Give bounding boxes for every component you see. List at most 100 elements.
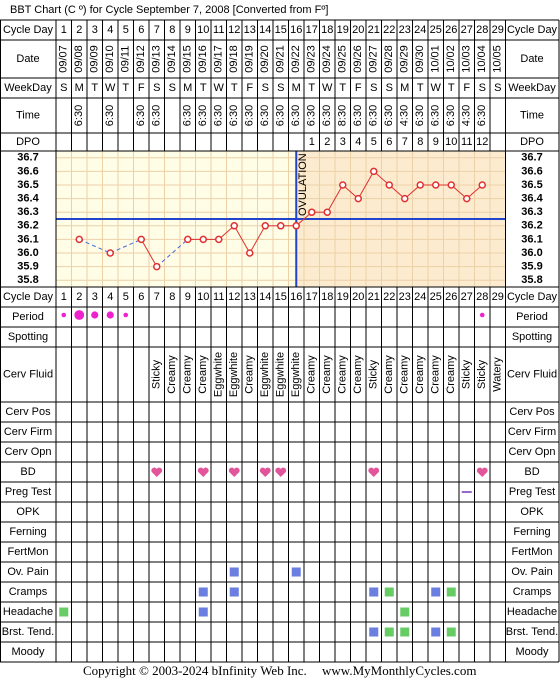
cerv_fluid-text: Creamy (197, 355, 209, 394)
dpo-text: 11 (461, 136, 472, 148)
date-text: 09/25 (337, 45, 349, 73)
temp-point (75, 235, 83, 244)
cycle_day-text: 29 (492, 24, 504, 36)
cycle_day-text: 17 (306, 24, 318, 36)
bd-heart (228, 467, 240, 477)
y-tick-label-right: 36.5 (521, 179, 542, 191)
cycle_day-text: 29 (492, 291, 504, 303)
row-label-right: Ferning (513, 526, 550, 538)
temp-point (246, 249, 254, 257)
cycle_day-text: 13 (244, 24, 256, 36)
weekday-text: T (200, 82, 207, 94)
y-tick-label: 36.2 (17, 220, 38, 232)
date-text: 09/15 (182, 45, 194, 73)
cerv_fluid-text: Sticky (461, 359, 473, 389)
cycle_day-text: 20 (352, 24, 364, 36)
time-text: 6:30 (104, 105, 116, 126)
dpo-text: 3 (340, 136, 346, 148)
temp-point (184, 235, 192, 244)
temp-point (153, 262, 161, 271)
cycle_day-text: 23 (399, 24, 411, 36)
headache-mark (198, 607, 208, 617)
row-label-right: Brst. Tend. (506, 626, 558, 638)
row-label-right: Moody (515, 646, 549, 658)
cycle_day-text: 2 (76, 291, 82, 303)
date-text: 09/09 (89, 45, 101, 73)
temp-point (401, 194, 409, 203)
copyright: Copyright © 2003-2024 bInfinity Web Inc. (83, 663, 307, 678)
cerv_fluid-text: Sticky (151, 359, 163, 389)
date-text: 09/14 (166, 45, 178, 73)
weekday-text: T (339, 82, 346, 94)
temp-point (323, 208, 331, 216)
date-text: 09/21 (275, 45, 287, 73)
cycle_day-text: 28 (476, 291, 488, 303)
weekday-text: T (308, 82, 315, 94)
row-label-right: Cerv Pos (509, 406, 555, 418)
cycle_day-text: 6 (138, 24, 144, 36)
headache-mark (400, 607, 410, 617)
temp-segment (233, 225, 251, 254)
weekday-text: M (292, 82, 301, 94)
date-text: 09/27 (368, 45, 380, 73)
time-text: 6:30 (213, 105, 225, 126)
period-dot (74, 310, 85, 320)
ovulation-label: OVULATION (297, 153, 309, 216)
time-text: 6:30 (182, 105, 194, 126)
temp-point (137, 235, 145, 244)
row-label-right: Cycle Day (507, 24, 558, 36)
date-text: 09/23 (306, 45, 318, 73)
row-label: Cycle Day (3, 291, 54, 303)
temp-point (416, 181, 424, 189)
y-tick-label: 35.8 (17, 274, 38, 286)
time-text: 8:30 (337, 105, 349, 126)
row-label-right: Headache (507, 606, 557, 618)
cycle_day-text: 18 (321, 291, 333, 303)
time-text: 6:30 (73, 105, 85, 126)
period-dot (106, 311, 114, 319)
date-text: 09/07 (58, 45, 70, 73)
y-tick-label: 36.1 (17, 233, 38, 245)
bd-heart (275, 467, 287, 477)
temp-segment (326, 184, 344, 213)
row-label: Spotting (8, 331, 48, 343)
cycle_day-text: 12 (228, 24, 240, 36)
date-text: 09/22 (290, 45, 302, 73)
row-label-right: Period (516, 311, 548, 323)
time-text: 6:30 (321, 105, 333, 126)
row-label: Cramps (9, 586, 48, 598)
cycle_day-text: 18 (321, 24, 333, 36)
row-label-right: Cerv Fluid (507, 368, 557, 380)
weekday-text: S (370, 82, 377, 94)
row-label: Preg Test (5, 486, 51, 498)
weekday-text: S (153, 82, 160, 94)
row-label: BD (20, 466, 35, 478)
weekday-text: S (169, 82, 176, 94)
temp-point (463, 194, 471, 203)
time-text: 6:30 (290, 105, 302, 126)
weekday-text: T (448, 82, 455, 94)
row-label-right: Preg Test (509, 486, 555, 498)
time-text: 6:30 (476, 105, 488, 126)
temp-point (370, 167, 378, 176)
period-dot (91, 311, 99, 319)
time-text: 4:30 (399, 105, 411, 126)
dpo-text: 1 (309, 136, 315, 148)
row-label-right: FertMon (512, 546, 553, 558)
time-text: 6:30 (228, 105, 240, 126)
temp-point (292, 222, 300, 230)
weekday-text: S (494, 82, 501, 94)
cerv_fluid-text: Creamy (182, 355, 194, 394)
time-text: 6:30 (151, 105, 163, 126)
date-text: 09/08 (73, 45, 85, 73)
cycle_day-text: 16 (290, 291, 302, 303)
cycle_day-text: 26 (445, 291, 457, 303)
weekday-text: T (122, 82, 129, 94)
dpo-text: 2 (324, 136, 330, 148)
cycle_day-text: 7 (154, 24, 160, 36)
y-tick-label-right: 35.8 (521, 274, 542, 286)
brst_tend-mark (446, 627, 456, 637)
bd-heart (259, 467, 271, 477)
cerv_fluid-text: Eggwhite (228, 352, 240, 397)
